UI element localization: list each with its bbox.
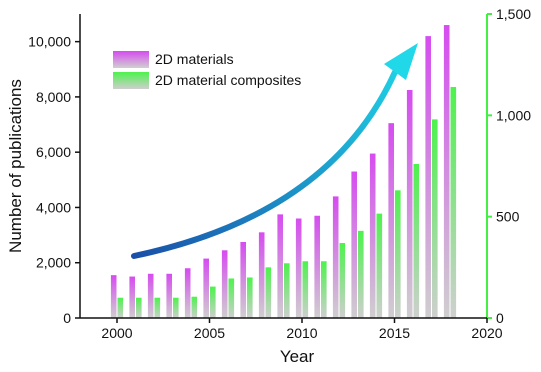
bar-2d-material-composites-2015	[395, 190, 401, 318]
bar-2d-material-composites-2002	[154, 297, 161, 318]
bar-2d-material-composites-2012	[339, 243, 346, 318]
bar-2d-materials-2008	[258, 232, 265, 318]
bar-2d-material-composites-2013	[358, 230, 364, 318]
bar-2d-material-composites-2008	[265, 267, 272, 318]
bottom-tick-label: 2000	[101, 325, 132, 341]
left-tick-label: 2,000	[36, 255, 71, 271]
bottom-tick-label: 2015	[379, 325, 410, 341]
bar-2d-material-composites-2016	[413, 163, 420, 318]
legend-label-2d-material-composites: 2D material composites	[155, 72, 301, 88]
bar-2d-material-composites-2001	[136, 297, 142, 318]
bar-2d-materials-2009	[277, 214, 283, 318]
bars-layer	[110, 25, 457, 319]
legend-label-2d-materials: 2D materials	[155, 51, 234, 67]
right-tick-label: 0	[496, 310, 504, 326]
bar-2d-material-composites-2018	[450, 86, 457, 319]
bar-2d-material-composites-2017	[432, 119, 438, 319]
bar-2d-materials-2001	[129, 276, 135, 318]
right-axis-ticks: 0 500 1,000 1,500	[487, 6, 531, 326]
right-tick-label: 1,500	[496, 6, 531, 22]
bar-2d-materials-2003	[166, 273, 172, 318]
left-tick-label: 4,000	[36, 199, 71, 215]
bar-2d-materials-2000	[110, 275, 117, 318]
left-tick-label: 0	[63, 310, 71, 326]
legend: 2D materials 2D material composites	[113, 51, 301, 89]
bottom-tick-label: 2020	[471, 325, 502, 341]
bar-2d-materials-2004	[184, 268, 191, 318]
x-axis-label: Year	[280, 347, 315, 366]
bar-2d-materials-2013	[351, 171, 357, 318]
left-axis-ticks: 0 2,000 4,000 6,000 8,000 10,000	[28, 34, 80, 326]
bar-2d-material-composites-2005	[210, 286, 216, 318]
left-tick-label: 8,000	[36, 89, 71, 105]
bar-2d-material-composites-2010	[302, 261, 309, 318]
left-tick-label: 10,000	[28, 34, 71, 50]
bar-2d-materials-2015	[388, 123, 394, 318]
bottom-axis-ticks: 2000 2005 2010 2015 2020	[101, 318, 503, 341]
trend-arrow-shaft	[131, 69, 398, 259]
bar-2d-material-composites-2000	[117, 297, 124, 318]
bottom-tick-label: 2010	[286, 325, 317, 341]
right-tick-label: 1,000	[496, 107, 531, 123]
y-axis-label: Number of publications	[6, 79, 25, 253]
bar-2d-material-composites-2014	[376, 213, 383, 318]
bar-2d-material-composites-2003	[173, 297, 179, 318]
bottom-tick-label: 2005	[194, 325, 225, 341]
legend-swatch-2d-material-composites	[113, 72, 149, 89]
bar-2d-materials-2014	[369, 153, 376, 318]
right-tick-label: 500	[496, 209, 520, 225]
left-tick-label: 6,000	[36, 144, 71, 160]
bar-2d-materials-2011	[314, 215, 320, 318]
bar-2d-materials-2017	[425, 36, 431, 318]
bar-2d-materials-2010	[295, 218, 302, 318]
bar-2d-materials-2018	[443, 25, 450, 319]
bar-2d-material-composites-2004	[191, 296, 198, 318]
bar-2d-material-composites-2007	[247, 277, 253, 318]
bar-2d-materials-2005	[203, 258, 209, 318]
bar-2d-material-composites-2006	[228, 278, 235, 318]
bar-2d-material-composites-2009	[284, 263, 290, 318]
bar-2d-materials-2002	[147, 273, 154, 318]
trend-arrow	[131, 43, 418, 259]
bar-2d-materials-2006	[221, 250, 228, 318]
bar-2d-materials-2016	[406, 90, 413, 318]
bar-2d-material-composites-2011	[321, 261, 327, 318]
trend-arrow-head	[384, 43, 418, 80]
legend-swatch-2d-materials	[113, 51, 149, 68]
bar-2d-materials-2007	[240, 242, 246, 318]
bar-2d-materials-2012	[332, 196, 339, 318]
